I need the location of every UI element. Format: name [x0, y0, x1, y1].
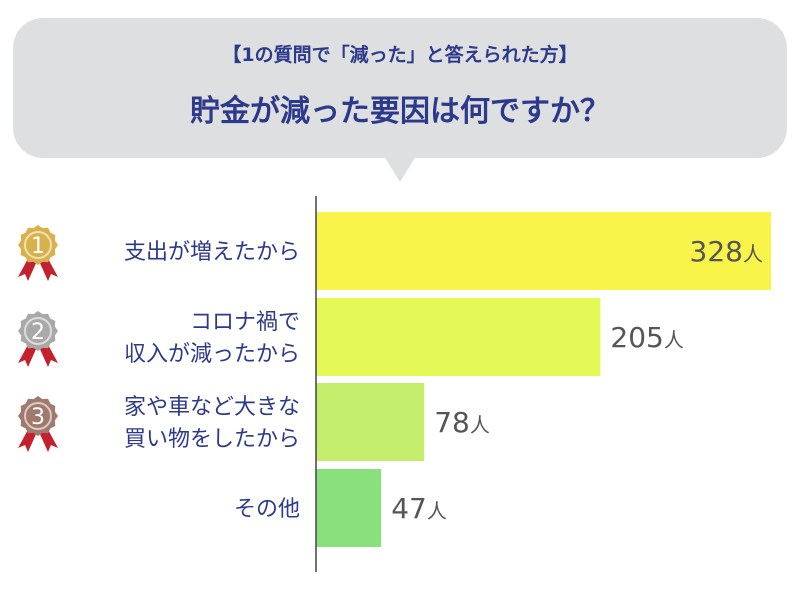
category-label-1: 支出が増えたから	[124, 240, 300, 265]
bubble-tail	[384, 156, 416, 182]
bar-3	[316, 383, 425, 461]
category-label-3: 家や車など大きな	[124, 395, 300, 420]
category-label-2: 収入が減ったから	[124, 342, 300, 367]
bar-2	[316, 298, 601, 376]
category-label-2: コロナ禍で	[190, 310, 300, 335]
rank-number: 2	[31, 320, 45, 345]
value-label-4: 47人	[391, 492, 447, 525]
rank-medal-icon-1: 1	[18, 225, 58, 281]
chart-title: 貯金が減った要因は何ですか？	[190, 94, 610, 129]
value-label-3: 78人	[434, 406, 490, 439]
rank-number: 3	[31, 405, 45, 430]
rank-medal-icon-3: 3	[18, 396, 58, 452]
bar-1	[316, 212, 771, 290]
rank-medal-icon-2: 2	[18, 311, 58, 367]
bar-4	[316, 469, 382, 547]
rank-number: 1	[31, 234, 45, 259]
value-label-1: 328人	[690, 235, 763, 268]
title-bubble	[13, 18, 787, 158]
category-label-3: 買い物をしたから	[124, 427, 300, 452]
value-label-2: 205人	[610, 321, 683, 354]
category-label-4: その他	[234, 497, 300, 522]
chart-subtitle: 【1の質問で「減った」と答えられた方】	[222, 44, 578, 66]
